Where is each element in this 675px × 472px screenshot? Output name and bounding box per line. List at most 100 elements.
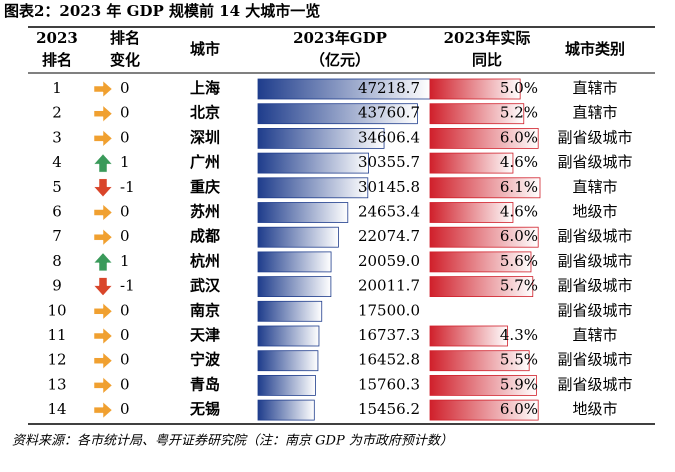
rank: 5 bbox=[52, 178, 62, 196]
column-header: 同比 bbox=[472, 51, 502, 69]
trend-icon bbox=[93, 178, 113, 198]
growth-bar bbox=[429, 127, 539, 149]
gdp-bar bbox=[257, 350, 319, 372]
rank-change: 0 bbox=[120, 227, 130, 245]
rank-change: 1 bbox=[120, 252, 130, 270]
rank: 8 bbox=[52, 252, 62, 270]
growth-value: 5.0% bbox=[500, 79, 538, 97]
gdp-value: 34606.4 bbox=[358, 128, 420, 146]
growth-value: 4.3% bbox=[500, 326, 538, 344]
growth-bar bbox=[429, 202, 514, 223]
gdp-bar bbox=[257, 251, 332, 273]
city: 天津 bbox=[190, 326, 220, 344]
gdp-value: 15456.2 bbox=[358, 400, 420, 418]
rank-change: 0 bbox=[120, 326, 130, 344]
gdp-value: 30145.8 bbox=[358, 178, 420, 196]
rank-change: -1 bbox=[120, 178, 135, 196]
city-type: 直辖市 bbox=[572, 79, 617, 97]
growth-bar bbox=[429, 152, 514, 174]
growth-value: 6.0% bbox=[500, 227, 538, 245]
trend-icon bbox=[93, 252, 113, 272]
rank: 14 bbox=[47, 400, 66, 418]
gdp-value: 15760.3 bbox=[358, 375, 420, 393]
growth-bar bbox=[429, 103, 525, 125]
city: 广州 bbox=[190, 153, 220, 171]
trend-icon bbox=[93, 228, 113, 246]
trend-icon bbox=[93, 203, 113, 222]
rank: 11 bbox=[47, 326, 66, 344]
rank: 4 bbox=[52, 153, 62, 171]
city-type: 地级市 bbox=[572, 400, 617, 418]
city-type: 副省级城市 bbox=[557, 153, 632, 171]
rank-change: 0 bbox=[120, 203, 130, 221]
rank-change: 0 bbox=[120, 128, 130, 146]
city-type: 直辖市 bbox=[572, 326, 617, 344]
column-header: 城市 bbox=[190, 40, 220, 58]
column-header: 2023年实际 bbox=[444, 29, 531, 47]
growth-bar bbox=[429, 177, 541, 199]
growth-value: 6.0% bbox=[500, 400, 538, 418]
growth-value: 4.6% bbox=[500, 203, 538, 221]
rank-change: 0 bbox=[120, 351, 130, 369]
rank: 1 bbox=[52, 79, 62, 97]
rank-change: 0 bbox=[120, 79, 130, 97]
city-type: 副省级城市 bbox=[557, 375, 632, 393]
growth-bar bbox=[429, 350, 530, 372]
source-note: 资料来源：各市统计局、粤开证券研究院（注：南京 GDP 为市政府预计数） bbox=[12, 433, 453, 449]
growth-value: 5.2% bbox=[500, 104, 538, 122]
city: 重庆 bbox=[190, 178, 220, 196]
rank-change: 0 bbox=[120, 301, 130, 319]
growth-value: 6.1% bbox=[500, 178, 538, 196]
gdp-value: 43760.7 bbox=[358, 104, 420, 122]
gdp-bar bbox=[257, 103, 418, 125]
city-type: 副省级城市 bbox=[557, 301, 632, 319]
rank-change: -1 bbox=[120, 277, 135, 295]
city-type: 直辖市 bbox=[572, 104, 617, 122]
city-type: 副省级城市 bbox=[557, 128, 632, 146]
gdp-bar bbox=[257, 325, 320, 347]
growth-bar bbox=[429, 78, 521, 100]
city: 无锡 bbox=[189, 400, 220, 418]
gdp-bar bbox=[257, 152, 369, 174]
city: 深圳 bbox=[190, 128, 220, 146]
city: 宁波 bbox=[190, 351, 221, 369]
city: 苏州 bbox=[190, 203, 220, 221]
column-header: 变化 bbox=[110, 51, 140, 69]
trend-icon bbox=[93, 327, 113, 345]
column-header: 城市类别 bbox=[565, 40, 625, 58]
rank: 6 bbox=[52, 203, 62, 221]
trend-icon bbox=[93, 277, 113, 296]
growth-value: 5.6% bbox=[500, 252, 538, 270]
city: 北京 bbox=[190, 104, 220, 122]
trend-icon bbox=[93, 80, 113, 98]
gdp-value: 47218.7 bbox=[358, 79, 420, 97]
gdp-bar bbox=[257, 202, 349, 223]
gdp-value: 16737.3 bbox=[358, 326, 420, 344]
rank: 12 bbox=[47, 351, 66, 369]
gdp-bar bbox=[257, 177, 369, 199]
figure-title: 图表2：2023 年 GDP 规模前 14 大城市一览 bbox=[4, 2, 320, 20]
gdp-value: 17500.0 bbox=[358, 301, 420, 319]
trend-icon bbox=[93, 129, 113, 147]
growth-bar bbox=[429, 251, 532, 273]
growth-value: 5.7% bbox=[500, 277, 538, 295]
growth-bar bbox=[429, 374, 537, 396]
gdp-bar bbox=[257, 127, 385, 149]
gdp-bar bbox=[257, 226, 339, 248]
city-type: 副省级城市 bbox=[557, 277, 632, 295]
city: 青岛 bbox=[190, 375, 220, 393]
column-header: 2023年GDP bbox=[293, 29, 387, 47]
city-type: 地级市 bbox=[572, 203, 617, 221]
column-header: （亿元） bbox=[310, 51, 370, 69]
column-header: 排名 bbox=[110, 29, 140, 47]
rank-change: 0 bbox=[120, 375, 130, 393]
gdp-value: 24653.4 bbox=[358, 203, 420, 221]
city: 成都 bbox=[190, 227, 220, 245]
rank: 9 bbox=[52, 277, 62, 295]
column-header: 排名 bbox=[42, 51, 72, 69]
city: 南京 bbox=[190, 301, 220, 319]
rank-change: 0 bbox=[120, 400, 130, 418]
gdp-bar bbox=[257, 276, 332, 298]
rank: 3 bbox=[52, 128, 62, 146]
column-header: 2023 bbox=[36, 29, 78, 47]
